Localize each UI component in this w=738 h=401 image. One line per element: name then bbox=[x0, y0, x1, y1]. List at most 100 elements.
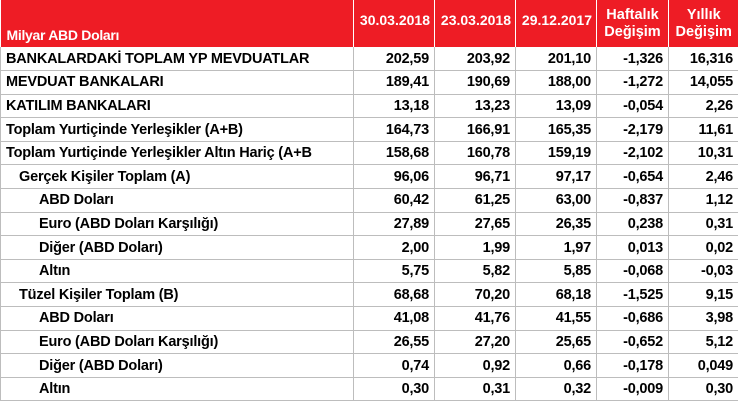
table-body: BANKALARDAKİ TOPLAM YP MEVDUATLAR 202,59 2… bbox=[0, 47, 738, 401]
weekly-change-value: -0,068 bbox=[596, 259, 669, 284]
value-date-3: 165,35 bbox=[515, 117, 597, 142]
value-date-1: 68,68 bbox=[353, 282, 435, 308]
yearly-change-header: Yıllık Değişim bbox=[668, 0, 738, 47]
row-label: Diğer (ABD Doları) bbox=[0, 353, 354, 378]
weekly-change-value: -0,178 bbox=[596, 353, 669, 378]
row-label: Tüzel Kişiler Toplam (B) bbox=[0, 282, 354, 308]
yearly-change-value: 3,98 bbox=[668, 306, 738, 331]
date-header-3: 29.12.2017 bbox=[515, 0, 597, 47]
yearly-change-value: 0,049 bbox=[668, 353, 738, 378]
value-date-3: 0,32 bbox=[515, 377, 597, 401]
value-date-2: 41,76 bbox=[434, 306, 516, 331]
value-date-2: 0,92 bbox=[434, 353, 516, 378]
value-date-2: 13,23 bbox=[434, 94, 516, 119]
row-label: Euro (ABD Doları Karşılığı) bbox=[0, 330, 354, 355]
weekly-change-header-line2: Değişim bbox=[604, 23, 661, 40]
table-row: Euro (ABD Doları Karşılığı) 26,55 27,20 25,… bbox=[0, 330, 738, 355]
value-date-3: 97,17 bbox=[515, 164, 597, 190]
yearly-change-value: 2,46 bbox=[668, 164, 738, 190]
yearly-change-value: 0,30 bbox=[668, 377, 738, 401]
value-date-2: 1,99 bbox=[434, 235, 516, 260]
row-label: Euro (ABD Doları Karşılığı) bbox=[0, 212, 354, 237]
yearly-change-value: 2,26 bbox=[668, 94, 738, 119]
weekly-change-value: 0,013 bbox=[596, 235, 669, 260]
value-date-1: 13,18 bbox=[353, 94, 435, 119]
row-label: Altın bbox=[0, 377, 354, 401]
value-date-3: 68,18 bbox=[515, 282, 597, 308]
table-row: ABD Doları 41,08 41,76 41,55 -0,686 3,98 bbox=[0, 306, 738, 331]
row-label: Toplam Yurtiçinde Yerleşikler Altın Hari… bbox=[0, 141, 354, 166]
table-row: Euro (ABD Doları Karşılığı) 27,89 27,65 26,… bbox=[0, 212, 738, 237]
value-date-3: 63,00 bbox=[515, 188, 597, 213]
value-date-1: 0,30 bbox=[353, 377, 435, 401]
table-row: Diğer (ABD Doları) 0,74 0,92 0,66 -0,178 0,04… bbox=[0, 353, 738, 378]
value-date-3: 25,65 bbox=[515, 330, 597, 355]
value-date-1: 5,75 bbox=[353, 259, 435, 284]
date-header-1: 30.03.2018 bbox=[353, 0, 435, 47]
value-date-3: 5,85 bbox=[515, 259, 597, 284]
value-date-2: 70,20 bbox=[434, 282, 516, 308]
table-row: MEVDUAT BANKALARI 189,41 190,69 188,00 -1,27… bbox=[0, 70, 738, 95]
value-date-1: 60,42 bbox=[353, 188, 435, 213]
yearly-change-value: 16,316 bbox=[668, 47, 738, 72]
weekly-change-header-line1: Haftalık bbox=[606, 6, 659, 23]
row-label: MEVDUAT BANKALARI bbox=[0, 70, 354, 95]
table-row: Gerçek Kişiler Toplam (A) 96,06 96,71 97,17… bbox=[0, 164, 738, 190]
table-row: Toplam Yurtiçinde Yerleşikler Altın Hari… bbox=[0, 141, 738, 166]
value-date-3: 159,19 bbox=[515, 141, 597, 166]
weekly-change-value: -0,054 bbox=[596, 94, 669, 119]
value-date-1: 2,00 bbox=[353, 235, 435, 260]
value-date-2: 190,69 bbox=[434, 70, 516, 95]
value-date-1: 158,68 bbox=[353, 141, 435, 166]
yearly-change-header-line2: Değişim bbox=[675, 23, 732, 40]
yearly-change-value: 1,12 bbox=[668, 188, 738, 213]
yearly-change-value: 14,055 bbox=[668, 70, 738, 95]
weekly-change-header: Haftalık Değişim bbox=[596, 0, 669, 47]
table-row: Toplam Yurtiçinde Yerleşikler (A+B) 164,7… bbox=[0, 117, 738, 142]
row-label: Diğer (ABD Doları) bbox=[0, 235, 354, 260]
value-date-2: 166,91 bbox=[434, 117, 516, 142]
weekly-change-value: -0,686 bbox=[596, 306, 669, 331]
table-row: Tüzel Kişiler Toplam (B) 68,68 70,20 68,18-… bbox=[0, 282, 738, 308]
value-date-2: 5,82 bbox=[434, 259, 516, 284]
value-date-1: 26,55 bbox=[353, 330, 435, 355]
date-header-2: 23.03.2018 bbox=[434, 0, 516, 47]
row-label: Gerçek Kişiler Toplam (A) bbox=[0, 164, 354, 190]
yearly-change-value: 0,31 bbox=[668, 212, 738, 237]
yearly-change-value: 0,02 bbox=[668, 235, 738, 260]
table-row: Altın 5,75 5,82 5,85 -0,068 -0,03 bbox=[0, 259, 738, 284]
value-date-3: 41,55 bbox=[515, 306, 597, 331]
value-date-1: 202,59 bbox=[353, 47, 435, 72]
value-date-2: 27,65 bbox=[434, 212, 516, 237]
yearly-change-value: -0,03 bbox=[668, 259, 738, 284]
row-label: ABD Doları bbox=[0, 188, 354, 213]
value-date-2: 160,78 bbox=[434, 141, 516, 166]
table-row: KATILIM BANKALARI 13,18 13,23 13,09 -0,054 2,… bbox=[0, 94, 738, 119]
yearly-change-header-line1: Yıllık bbox=[686, 6, 721, 23]
yearly-change-value: 5,12 bbox=[668, 330, 738, 355]
weekly-change-value: -0,652 bbox=[596, 330, 669, 355]
weekly-change-value: -2,179 bbox=[596, 117, 669, 142]
weekly-change-value: -0,009 bbox=[596, 377, 669, 401]
weekly-change-value: -1,326 bbox=[596, 47, 669, 72]
value-date-3: 1,97 bbox=[515, 235, 597, 260]
value-date-3: 13,09 bbox=[515, 94, 597, 119]
value-date-1: 41,08 bbox=[353, 306, 435, 331]
value-date-1: 0,74 bbox=[353, 353, 435, 378]
value-date-1: 96,06 bbox=[353, 164, 435, 190]
weekly-change-value: 0,238 bbox=[596, 212, 669, 237]
weekly-change-value: -0,654 bbox=[596, 164, 669, 190]
row-label: KATILIM BANKALARI bbox=[0, 94, 354, 119]
table-row: BANKALARDAKİ TOPLAM YP MEVDUATLAR 202,59 2… bbox=[0, 47, 738, 72]
yearly-change-value: 11,61 bbox=[668, 117, 738, 142]
value-date-1: 189,41 bbox=[353, 70, 435, 95]
value-date-3: 26,35 bbox=[515, 212, 597, 237]
weekly-change-value: -1,525 bbox=[596, 282, 669, 308]
table-row: Diğer (ABD Doları) 2,00 1,99 1,97 0,013 0,02 bbox=[0, 235, 738, 260]
row-label: Toplam Yurtiçinde Yerleşikler (A+B) bbox=[0, 117, 354, 142]
weekly-change-value: -0,837 bbox=[596, 188, 669, 213]
yearly-change-value: 10,31 bbox=[668, 141, 738, 166]
row-label: BANKALARDAKİ TOPLAM YP MEVDUATLAR bbox=[0, 47, 354, 72]
unit-label-header: Milyar ABD Doları bbox=[0, 0, 354, 47]
